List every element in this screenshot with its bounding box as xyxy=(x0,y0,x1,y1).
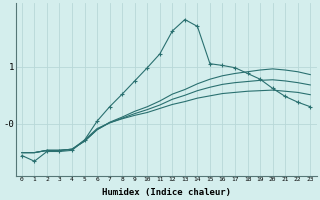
X-axis label: Humidex (Indice chaleur): Humidex (Indice chaleur) xyxy=(101,188,231,197)
